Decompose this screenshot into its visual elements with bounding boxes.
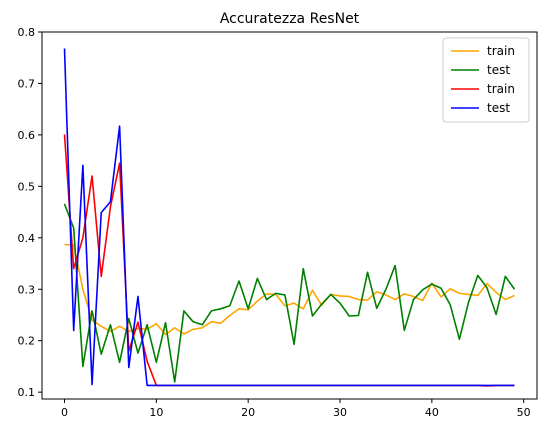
y-tick-label: 0.1 xyxy=(18,386,36,399)
y-tick-label: 0.5 xyxy=(18,180,36,193)
y-tick-label: 0.6 xyxy=(18,129,36,142)
series-line-4 xyxy=(63,48,515,387)
y-tick-label: 0.7 xyxy=(18,77,36,90)
y-tick-label: 0.2 xyxy=(18,335,36,348)
y-tick-label: 0.3 xyxy=(18,283,36,296)
legend-label-4: test xyxy=(487,101,510,115)
legend: train test train test xyxy=(442,37,530,123)
x-tick-label: 20 xyxy=(241,406,255,419)
legend-label-2: test xyxy=(487,63,510,77)
x-tick-label: 10 xyxy=(149,406,163,419)
y-tick-label: 0.4 xyxy=(18,232,36,245)
x-tick-label: 40 xyxy=(425,406,439,419)
legend-box xyxy=(442,37,530,123)
chart-title: Accuratezza ResNet xyxy=(220,11,360,27)
legend-label-3: train xyxy=(487,82,515,96)
plot-frame xyxy=(41,31,538,400)
y-tick-label: 0.8 xyxy=(18,26,36,39)
axes: 0 10 20 30 40 50 0.1 0.2 0.3 0.4 0.5 0.6 0.7 0.8 xyxy=(18,26,538,419)
legend-label-1: train xyxy=(487,44,515,58)
plot-area xyxy=(63,48,516,387)
x-tick-label: 30 xyxy=(333,406,347,419)
x-tick-label: 0 xyxy=(61,406,68,419)
x-tick-label: 50 xyxy=(517,406,531,419)
series-line-2 xyxy=(63,203,516,383)
